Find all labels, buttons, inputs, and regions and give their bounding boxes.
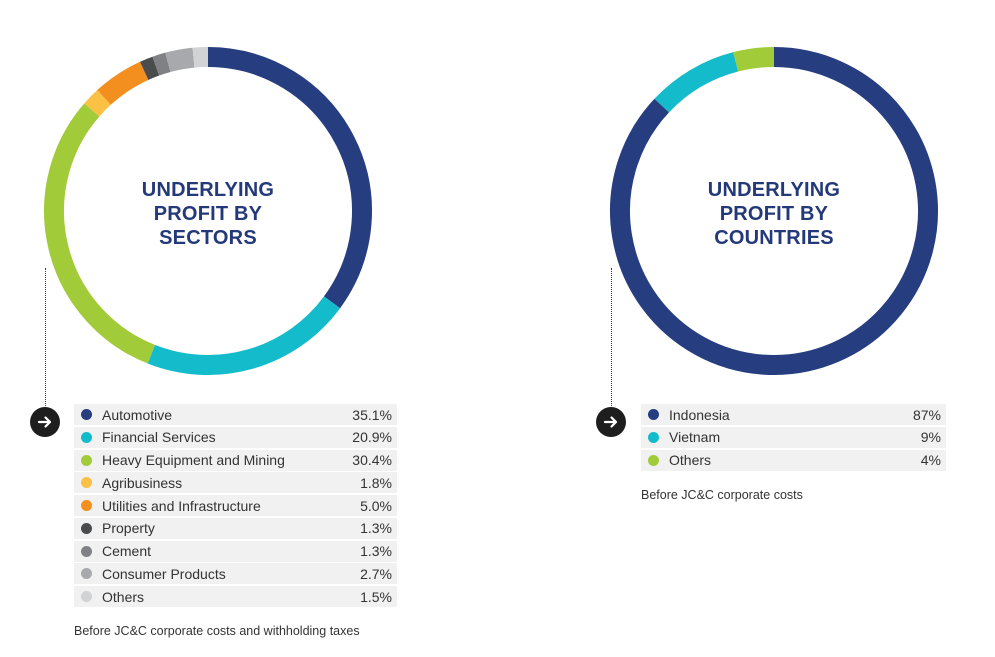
legend-label: Automotive [102,406,173,423]
legend-value: 2.7% [360,565,392,582]
legend-row-financial-services: Financial Services 20.9% [74,426,397,448]
legend-value: 20.9% [352,429,392,446]
donut-slice-vietnam [654,52,739,113]
sectors-title-line-1: UNDERLYING [141,179,275,201]
legend-label: Indonesia [669,406,730,423]
legend-swatch [648,454,659,466]
sectors-title-line-3: SECTORS [159,227,257,249]
arrow-right-icon [603,416,618,428]
donut-slice-cement [152,52,171,76]
legend-value: 1.5% [360,588,392,605]
legend-label: Property [102,520,155,537]
sectors-chart-panel: UNDERLYING PROFIT BY SECTORS Automotive 3… [0,0,480,657]
sectors-legend: Automotive 35.1% Financial Services 20.9% He… [74,404,397,609]
sectors-leader-line [45,268,46,410]
sectors-chart-title: UNDERLYING PROFIT BY SECTORS [98,178,318,250]
donut-slice-heavy-equipment-and-mining [44,103,156,364]
countries-chart-panel: UNDERLYING PROFIT BY COUNTRIES Indonesia… [560,0,995,657]
legend-row-cement: Cement 1.3% [74,540,397,562]
countries-leader-line [611,268,612,410]
sectors-donut [44,47,372,375]
legend-value: 35.1% [352,406,392,423]
legend-value: 30.4% [352,452,392,468]
legend-row-indonesia: Indonesia 87% [641,404,946,425]
donut-slice-property [140,56,160,80]
legend-label: Vietnam [669,429,721,446]
legend-swatch [81,568,92,580]
legend-row-others: Others 1.5% [74,586,397,607]
legend-value: 5.0% [360,497,392,514]
arrow-right-icon [37,416,52,428]
legend-swatch [81,522,92,534]
donut-slice-others [733,47,775,72]
legend-row-automotive: Automotive 35.1% [74,404,397,425]
legend-value: 4% [920,452,941,468]
countries-title-line-1: UNDERLYING [707,179,841,201]
legend-row-others: Others 4% [641,449,946,471]
legend-value: 1.3% [360,520,392,537]
legend-swatch [648,431,659,443]
legend-label: Utilities and Infrastructure [102,497,261,514]
donut-slice-financial-services [147,296,341,375]
legend-value: 1.8% [360,474,392,491]
legend-swatch [81,591,92,602]
donut-slice-indonesia [610,47,938,375]
legend-row-property: Property 1.3% [74,517,397,539]
countries-chart-title: UNDERLYING PROFIT BY COUNTRIES [664,178,884,250]
donut-slice-automotive [207,47,372,309]
legend-row-vietnam: Vietnam 9% [641,426,946,448]
sectors-arrow-badge [30,407,60,437]
legend-swatch [81,477,92,489]
donut-slice-consumer-products [165,47,195,73]
countries-footnote: Before JC&C corporate costs [641,488,803,502]
sectors-title-line-2: PROFIT BY [153,203,263,225]
legend-label: Financial Services [102,429,216,446]
legend-swatch [648,409,659,420]
legend-swatch [81,545,92,557]
legend-value: 9% [920,429,941,446]
countries-title-line-3: COUNTRIES [714,227,834,249]
countries-donut [610,47,938,375]
sectors-footnote: Before JC&C corporate costs and withhold… [74,624,360,638]
legend-label: Others [102,588,145,605]
legend-row-heavy-equipment-and-mining: Heavy Equipment and Mining 30.4% [74,449,397,471]
legend-row-agribusiness: Agribusiness 1.8% [74,472,397,494]
legend-swatch [81,431,92,443]
legend-label: Others [669,452,712,468]
legend-row-utilities-and-infrastructure: Utilities and Infrastructure 5.0% [74,495,397,516]
countries-title-line-2: PROFIT BY [719,203,829,225]
donut-slice-agribusiness [84,90,111,117]
legend-label: Agribusiness [102,474,183,491]
countries-legend: Indonesia 87% Vietnam 9% Others 4% [641,404,946,472]
legend-swatch [81,500,92,511]
donut-slice-others [192,47,209,68]
legend-swatch [81,454,92,466]
legend-label: Consumer Products [102,565,226,582]
legend-swatch [81,409,92,420]
legend-value: 1.3% [360,543,392,559]
donut-slice-utilities-and-infrastructure [97,61,149,105]
legend-label: Heavy Equipment and Mining [102,452,285,468]
legend-value: 87% [912,406,941,423]
legend-label: Cement [102,543,152,559]
countries-arrow-badge [596,407,626,437]
legend-row-consumer-products: Consumer Products 2.7% [74,563,397,585]
